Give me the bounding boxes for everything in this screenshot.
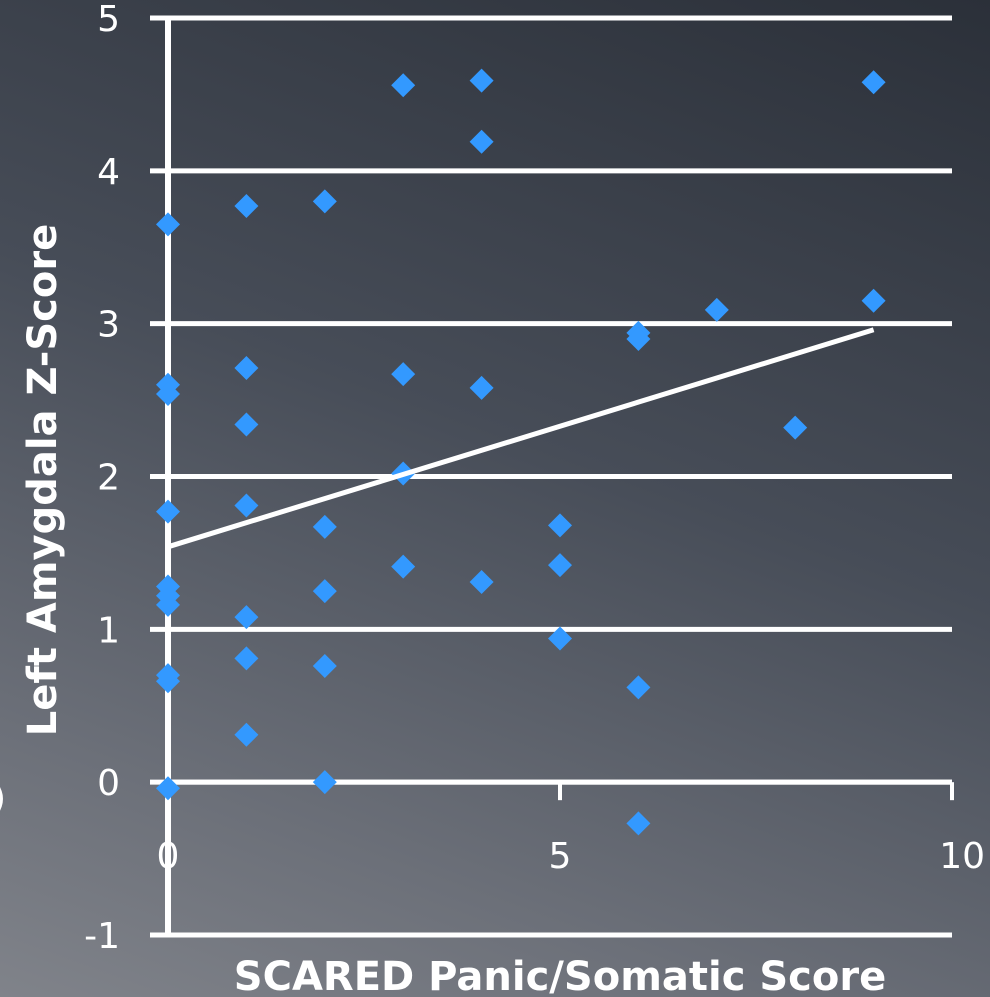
y-axis-label: Left Amygdala Z-Score [20, 224, 66, 736]
data-point [234, 493, 259, 518]
data-point [626, 675, 651, 700]
y-tick-label: -1 [84, 916, 120, 957]
data-point [234, 355, 259, 380]
data-point [548, 626, 572, 651]
y-tick-label: 0 [97, 763, 120, 804]
y-tick-label: 2 [97, 458, 120, 499]
data-point [469, 569, 494, 594]
left-edge-mark: ) [0, 778, 6, 819]
y-tick-label: 5 [97, 0, 120, 40]
x-tick-label: 5 [549, 836, 572, 877]
data-point [861, 288, 886, 313]
data-point [391, 362, 416, 387]
data-point [234, 412, 259, 437]
data-point [548, 513, 572, 538]
data-point [469, 129, 494, 154]
data-point [861, 70, 886, 95]
x-axis-label: SCARED Panic/Somatic Score [234, 954, 886, 997]
data-point [312, 654, 337, 679]
data-point [234, 193, 259, 218]
data-point [312, 579, 337, 604]
y-tick-labels: -1 0 1 2 3 4 5 [84, 0, 120, 957]
data-points [156, 68, 886, 836]
data-point [391, 554, 416, 579]
x-tick-label: 10 [939, 836, 985, 877]
data-point [234, 605, 259, 630]
data-point [156, 776, 180, 801]
data-point [391, 73, 416, 98]
data-point [156, 592, 180, 617]
data-point [234, 722, 259, 747]
y-tick-label: 4 [97, 152, 120, 193]
data-point [156, 669, 180, 694]
trendline-group [167, 327, 875, 550]
data-point [234, 646, 259, 671]
data-point [312, 770, 337, 795]
data-point [156, 499, 180, 524]
data-point [626, 326, 651, 351]
x-tick-labels: 0 5 10 [157, 836, 985, 877]
data-point [469, 68, 494, 93]
y-tick-label: 3 [97, 305, 120, 346]
x-tick-label: 0 [157, 836, 180, 877]
data-point [312, 514, 337, 539]
data-point [469, 375, 494, 400]
data-point [783, 415, 808, 440]
data-point [548, 553, 572, 578]
y-tick-label: 1 [97, 610, 120, 651]
data-point [156, 212, 180, 237]
data-point [626, 811, 651, 836]
trendline [167, 327, 875, 550]
gridlines [150, 15, 952, 938]
data-point [704, 297, 729, 322]
data-point [312, 189, 337, 214]
data-point [156, 381, 180, 406]
